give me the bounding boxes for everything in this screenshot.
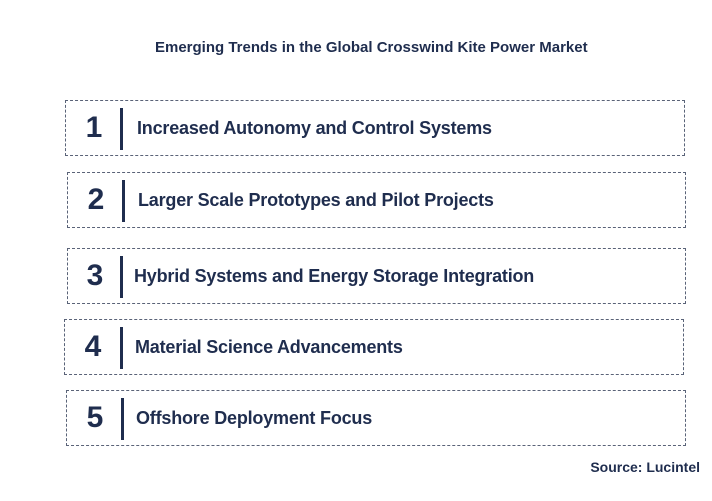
divider-bar: [120, 327, 123, 369]
trend-number: 4: [84, 330, 102, 363]
trend-label: Hybrid Systems and Energy Storage Integr…: [134, 265, 535, 286]
trend-number: 2: [87, 183, 105, 216]
trend-label: Offshore Deployment Focus: [136, 407, 373, 428]
source-note: Source: Lucintel: [590, 459, 700, 475]
divider-bar: [120, 256, 123, 298]
divider-bar: [122, 180, 125, 222]
trend-number: 3: [86, 259, 104, 292]
chart-title: Emerging Trends in the Global Crosswind …: [155, 39, 588, 56]
trend-label: Increased Autonomy and Control Systems: [137, 117, 492, 138]
divider-bar: [120, 108, 123, 150]
trend-row-1: 1 Increased Autonomy and Control Systems: [65, 100, 685, 156]
trend-row-3: 3 Hybrid Systems and Energy Storage Inte…: [67, 248, 686, 304]
trend-label: Larger Scale Prototypes and Pilot Projec…: [138, 189, 494, 210]
trend-row-2: 2 Larger Scale Prototypes and Pilot Proj…: [67, 172, 686, 228]
divider-bar: [121, 398, 124, 440]
trend-row-4: 4 Material Science Advancements: [64, 319, 684, 375]
trend-number: 5: [86, 401, 104, 434]
trend-number: 1: [85, 111, 103, 144]
trend-label: Material Science Advancements: [135, 336, 403, 357]
trend-row-5: 5 Offshore Deployment Focus: [66, 390, 686, 446]
